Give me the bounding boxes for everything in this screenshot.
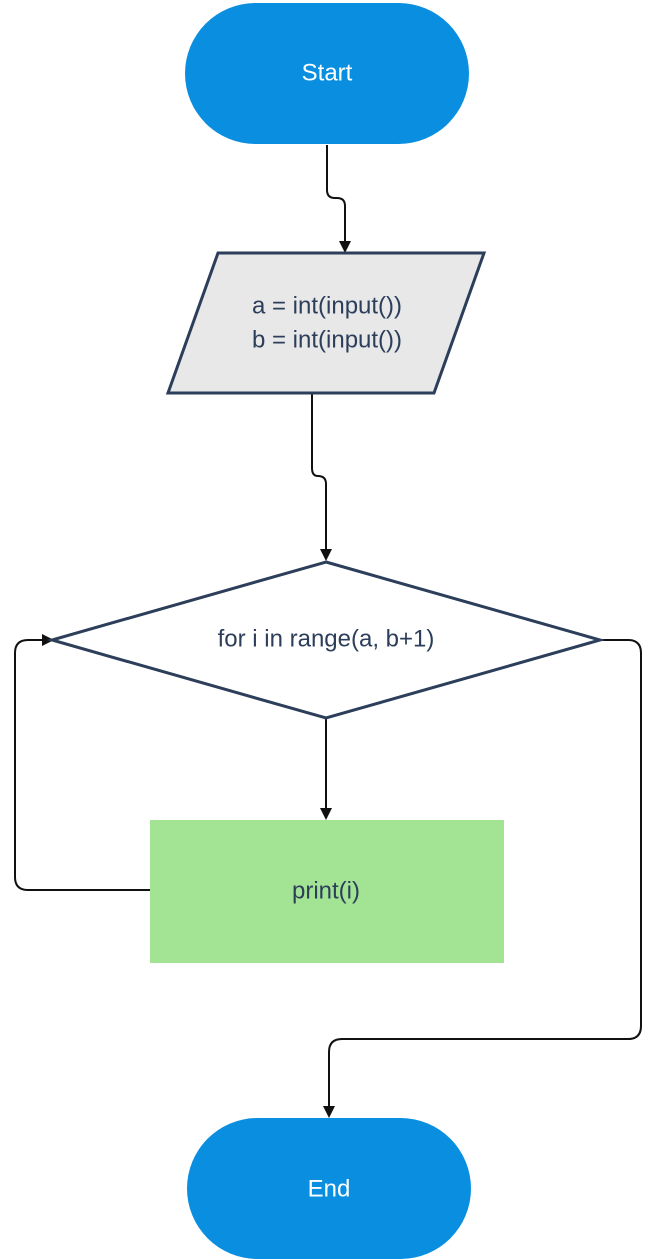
edge-loop-exit-to-end	[323, 639, 642, 1118]
loop-label: for i in range(a, b+1)	[218, 625, 435, 652]
loop-node: for i in range(a, b+1)	[46, 560, 606, 720]
input-line-a: a = int(input())	[252, 292, 402, 319]
input-line-b: b = int(input())	[252, 326, 402, 353]
end-label: End	[308, 1175, 351, 1202]
start-node: Start	[185, 3, 469, 144]
input-node: a = int(input()) b = int(input())	[165, 251, 487, 395]
start-label: Start	[302, 59, 353, 86]
body-node: print(i)	[150, 820, 504, 963]
edge-body-back-to-loop	[14, 634, 150, 891]
input-parallelogram-shape	[165, 251, 487, 395]
body-process-shape	[150, 820, 504, 963]
edge-start-to-input	[326, 145, 351, 253]
loop-decision-shape	[46, 560, 606, 720]
end-terminal-shape	[187, 1118, 471, 1259]
end-node: End	[187, 1118, 471, 1259]
start-terminal-shape	[185, 3, 469, 144]
body-label: print(i)	[292, 877, 360, 904]
edge-input-to-loop	[311, 393, 332, 561]
